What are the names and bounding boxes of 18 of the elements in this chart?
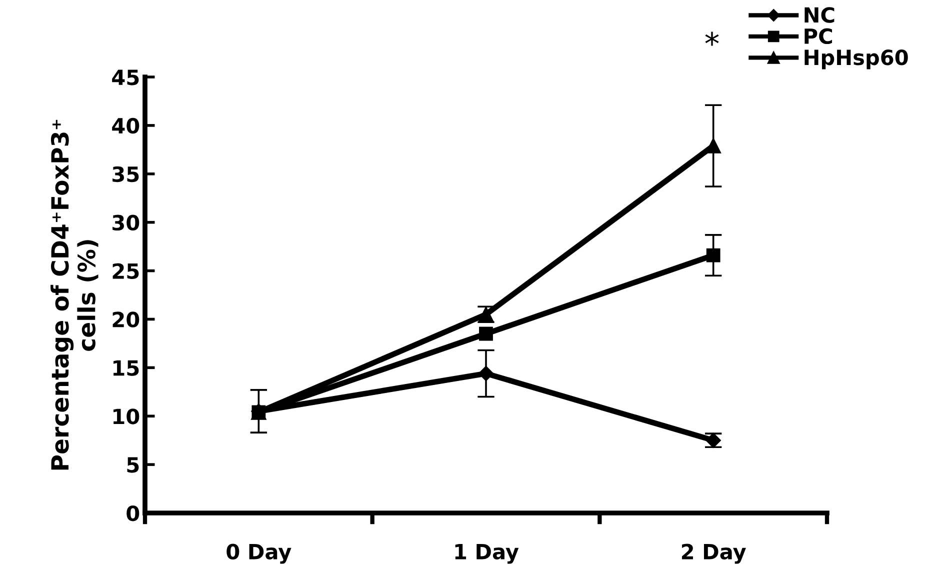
y-tick-label: 35 (112, 166, 139, 182)
y-tick-label: 5 (127, 457, 139, 473)
legend-label: HpHsp60 (804, 50, 908, 70)
y-tick-label: 10 (114, 408, 140, 424)
y-tick-label: 25 (112, 263, 139, 279)
y-tick-label: 40 (112, 118, 140, 134)
x-tick-label: 1 Day (455, 544, 519, 564)
legend-label: NC (804, 7, 834, 23)
y-tick-label: 20 (112, 312, 140, 328)
y-tick-label: 30 (112, 214, 140, 231)
y-tick-label: 0 (126, 505, 140, 522)
y-tick-label: 15 (114, 360, 139, 376)
text: * (705, 32, 719, 46)
x-tick-label: 0 Day (226, 544, 292, 564)
y-tick-label: 45 (112, 70, 139, 86)
legend-label: PC (804, 28, 832, 44)
y-axis-title: Percentage of CD4⁺FoxP3⁺ cells (%) (50, 120, 98, 470)
x-tick-label: 2 Day (682, 544, 746, 564)
